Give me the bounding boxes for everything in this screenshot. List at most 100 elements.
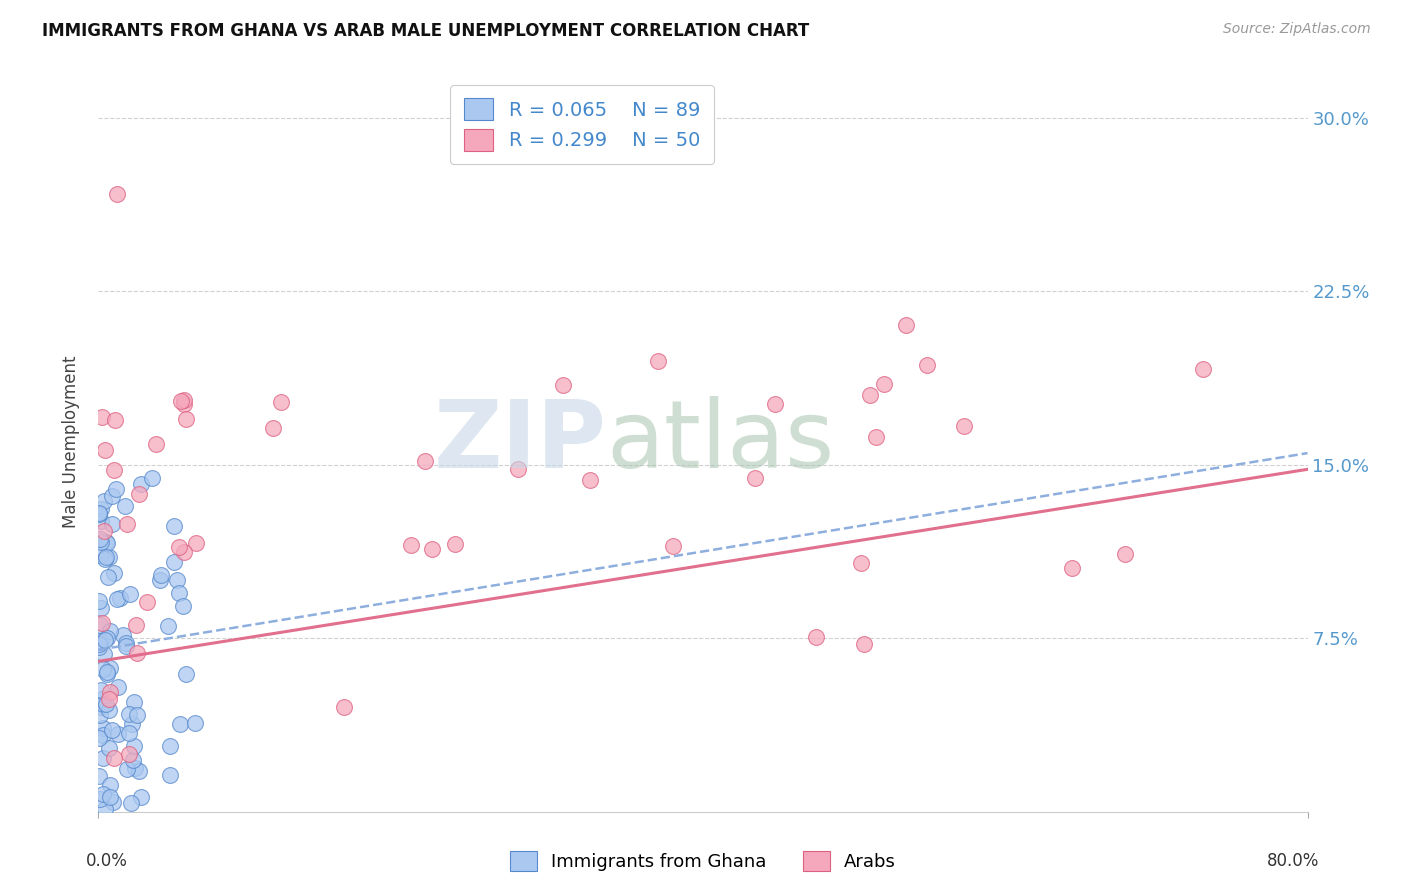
Point — [894, 318, 917, 332]
Point — [87, 594, 110, 608]
Point — [174, 412, 197, 426]
Point — [167, 585, 190, 599]
Point — [101, 723, 124, 737]
Point — [508, 462, 530, 476]
Point — [129, 476, 152, 491]
Point — [141, 471, 163, 485]
Point — [163, 555, 186, 569]
Point — [150, 568, 173, 582]
Point — [91, 697, 114, 711]
Point — [1192, 361, 1215, 376]
Point — [94, 442, 117, 457]
Point — [172, 599, 194, 614]
Point — [443, 536, 465, 550]
Point — [170, 394, 193, 409]
Point — [122, 739, 145, 753]
Point — [103, 795, 125, 809]
Point — [89, 506, 111, 520]
Point — [103, 566, 125, 580]
Point — [87, 731, 110, 745]
Point — [94, 802, 117, 816]
Point — [98, 624, 121, 638]
Text: atlas: atlas — [606, 395, 835, 488]
Point — [89, 708, 111, 723]
Point — [98, 790, 121, 805]
Point — [270, 395, 292, 409]
Point — [173, 397, 195, 411]
Y-axis label: Male Unemployment: Male Unemployment — [62, 355, 80, 528]
Point — [91, 750, 114, 764]
Text: ZIP: ZIP — [433, 395, 606, 488]
Point — [87, 769, 110, 783]
Point — [89, 617, 111, 632]
Point — [89, 792, 111, 806]
Point — [90, 615, 112, 630]
Point — [94, 697, 117, 711]
Point — [124, 695, 146, 709]
Point — [156, 619, 179, 633]
Point — [117, 762, 139, 776]
Point — [91, 721, 114, 735]
Point — [173, 392, 195, 407]
Point — [128, 487, 150, 501]
Point — [98, 661, 121, 675]
Text: Source: ZipAtlas.com: Source: ZipAtlas.com — [1223, 22, 1371, 37]
Point — [101, 516, 124, 531]
Point — [865, 429, 887, 443]
Point — [661, 539, 683, 553]
Point — [1114, 547, 1136, 561]
Point — [97, 569, 120, 583]
Point — [89, 640, 111, 654]
Point — [89, 548, 111, 562]
Point — [128, 764, 150, 778]
Point — [115, 639, 138, 653]
Point — [96, 665, 118, 679]
Point — [90, 683, 112, 698]
Point — [174, 667, 197, 681]
Point — [159, 739, 181, 754]
Point — [120, 586, 142, 600]
Point — [93, 647, 115, 661]
Point — [413, 454, 436, 468]
Point — [90, 699, 112, 714]
Point — [169, 540, 191, 554]
Point — [93, 524, 115, 539]
Point — [90, 502, 112, 516]
Point — [859, 388, 882, 402]
Point — [90, 601, 112, 615]
Point — [100, 489, 122, 503]
Point — [647, 353, 669, 368]
Point — [852, 636, 875, 650]
Point — [118, 747, 141, 761]
Point — [163, 519, 186, 533]
Text: IMMIGRANTS FROM GHANA VS ARAB MALE UNEMPLOYMENT CORRELATION CHART: IMMIGRANTS FROM GHANA VS ARAB MALE UNEMP… — [42, 22, 810, 40]
Point — [579, 473, 602, 487]
Point — [90, 535, 112, 549]
Point — [184, 715, 207, 730]
Legend: Immigrants from Ghana, Arabs: Immigrants from Ghana, Arabs — [502, 844, 904, 879]
Point — [420, 542, 443, 557]
Point — [90, 514, 112, 528]
Point — [744, 471, 766, 485]
Point — [98, 778, 121, 792]
Point — [401, 538, 423, 552]
Point — [96, 631, 118, 645]
Point — [111, 628, 134, 642]
Point — [90, 635, 112, 649]
Point — [145, 437, 167, 451]
Point — [91, 787, 114, 801]
Point — [122, 753, 145, 767]
Point — [851, 556, 873, 570]
Point — [96, 667, 118, 681]
Point — [94, 552, 117, 566]
Point — [91, 409, 114, 424]
Point — [87, 637, 110, 651]
Point — [121, 717, 143, 731]
Legend: R = 0.065    N = 89, R = 0.299    N = 50: R = 0.065 N = 89, R = 0.299 N = 50 — [450, 85, 714, 164]
Text: 0.0%: 0.0% — [86, 853, 128, 871]
Point — [93, 633, 115, 648]
Point — [952, 419, 974, 434]
Point — [169, 716, 191, 731]
Point — [107, 727, 129, 741]
Point — [159, 767, 181, 781]
